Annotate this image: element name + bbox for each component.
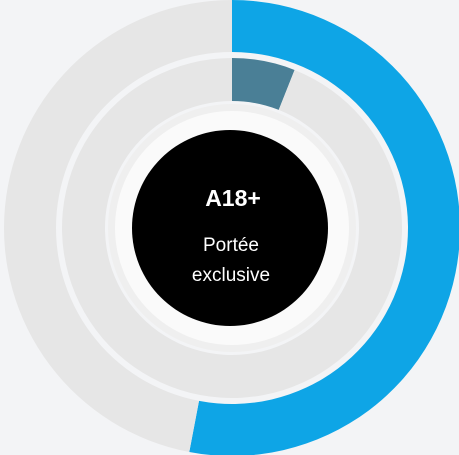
center-disc bbox=[132, 130, 328, 326]
center-title: A18+ bbox=[205, 185, 261, 211]
ring-segment bbox=[189, 0, 459, 455]
ring-segment bbox=[232, 58, 295, 110]
rings bbox=[3, 0, 459, 455]
ring-segment bbox=[3, 0, 233, 452]
center-line: exclusive bbox=[192, 265, 270, 286]
center-line: Portée bbox=[203, 235, 259, 256]
